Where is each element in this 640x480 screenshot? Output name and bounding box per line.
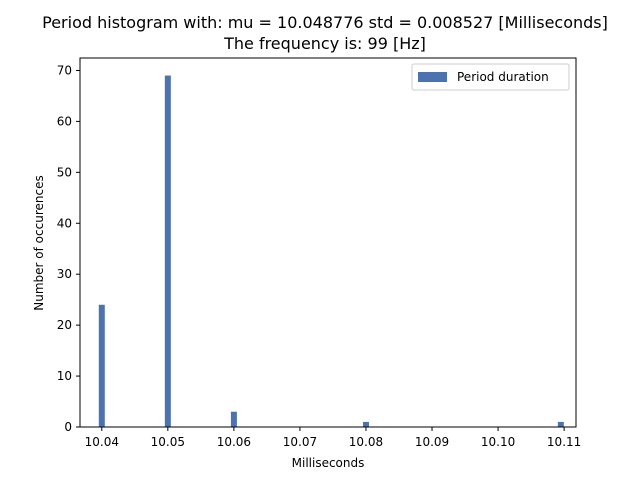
histogram-bar: [98, 304, 105, 427]
histogram-bar: [164, 75, 171, 427]
x-tick-label: 10.06: [217, 435, 251, 449]
y-tick-label: 10: [57, 369, 72, 383]
legend: Period duration: [411, 63, 570, 91]
y-tick-label: 50: [57, 165, 72, 179]
y-tick-label: 40: [57, 216, 72, 230]
histogram-bar: [230, 411, 237, 427]
x-tick-label: 10.10: [481, 435, 515, 449]
x-tick-label: 10.11: [547, 435, 581, 449]
bars-group: [98, 75, 564, 427]
x-tick-label: 10.05: [151, 435, 185, 449]
x-axis-ticks: 10.04 10.05 10.06 10.07 10.08 10.09 10.10 10.11: [85, 427, 581, 449]
chart-title: Period histogram with: mu = 10.048776 st…: [42, 13, 608, 32]
y-tick-label: 0: [64, 420, 72, 434]
y-tick-label: 30: [57, 267, 72, 281]
y-tick-label: 60: [57, 114, 72, 128]
legend-label: Period duration: [457, 70, 549, 84]
histogram-bar: [557, 421, 564, 427]
chart-subtitle: The frequency is: 99 [Hz]: [223, 34, 426, 53]
histogram-bar: [362, 421, 369, 427]
y-axis-label: Number of occurences: [32, 175, 46, 310]
x-tick-label: 10.09: [415, 435, 449, 449]
x-tick-label: 10.08: [349, 435, 383, 449]
x-tick-label: 10.04: [85, 435, 119, 449]
y-axis-ticks: 0 10 20 30 40 50 60 70: [57, 63, 80, 434]
x-axis-label: Milliseconds: [292, 456, 365, 470]
legend-swatch: [418, 72, 447, 82]
y-tick-label: 70: [57, 63, 72, 77]
plot-area-frame: [79, 57, 577, 428]
x-tick-label: 10.07: [283, 435, 317, 449]
legend-box: [411, 63, 570, 91]
y-tick-label: 20: [57, 318, 72, 332]
